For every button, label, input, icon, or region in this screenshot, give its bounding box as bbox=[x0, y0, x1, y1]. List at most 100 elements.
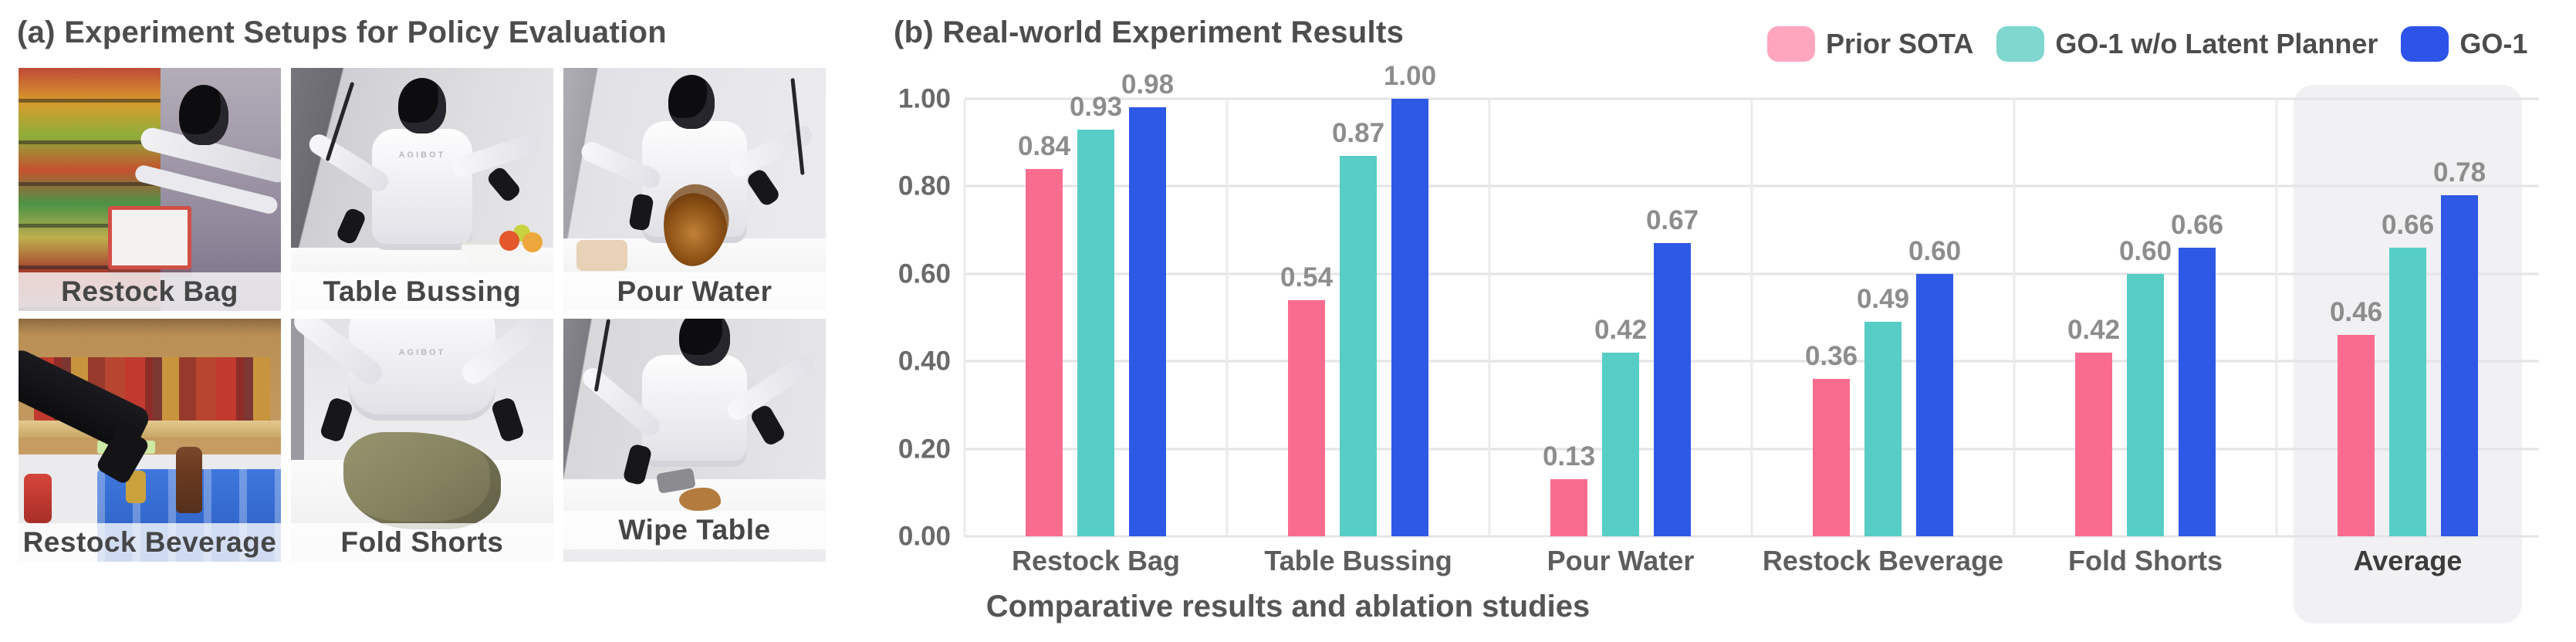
bar-go-1-w-o-latent-planner: 0.66 bbox=[2382, 211, 2434, 536]
bar-go-1-w-o-latent-planner: 0.60 bbox=[2119, 238, 2172, 536]
photo-label: Pour Water bbox=[617, 275, 772, 307]
chart-legend: Prior SOTA GO-1 w/o Latent Planner GO-1 bbox=[1767, 26, 2527, 62]
y-tick-label: 0.20 bbox=[898, 434, 951, 465]
robot-head bbox=[678, 319, 730, 367]
bar-value-label: 0.60 bbox=[1908, 235, 1962, 266]
bar-value-label: 0.54 bbox=[1280, 262, 1334, 292]
photo-label: Fold Shorts bbox=[340, 526, 504, 558]
bar-go-1: 1.00 bbox=[1384, 63, 1436, 536]
legend-item-go1: GO-1 bbox=[2401, 26, 2527, 62]
bar-cluster: 0.84 0.93 0.98 bbox=[1018, 71, 1174, 536]
bar-cluster: 0.36 0.49 0.60 bbox=[1805, 99, 1961, 536]
photo-label: Table Bussing bbox=[323, 275, 522, 307]
bar-group: 0.13 0.42 0.67 bbox=[1489, 99, 1752, 536]
robot-head bbox=[179, 85, 228, 146]
robot-brand-text: AGIBOT bbox=[398, 150, 446, 160]
snack-shelf bbox=[19, 68, 161, 311]
bar-group: 0.54 0.87 1.00 bbox=[1227, 63, 1489, 536]
legend-label: Prior SOTA bbox=[1826, 28, 1974, 59]
category-separator-line bbox=[1488, 99, 1491, 536]
photo-pour-water: Pour Water bbox=[563, 68, 826, 311]
robot-head bbox=[398, 77, 447, 133]
robot-gripper-right bbox=[749, 403, 787, 448]
bar-value-label: 0.93 bbox=[1069, 91, 1123, 122]
photo-wipe-table: Wipe Table bbox=[563, 319, 826, 562]
y-tick-label: 0.40 bbox=[898, 346, 951, 377]
x-axis-label: Restock Bag bbox=[1011, 545, 1181, 576]
bar-go-1: 0.66 bbox=[2171, 211, 2223, 536]
photo-label-band: Wipe Table bbox=[563, 511, 826, 549]
bar-prior-sota: 0.46 bbox=[2330, 299, 2382, 536]
bar-group: 0.36 0.49 0.60 bbox=[1752, 99, 2014, 536]
photo-restock-bag: Restock Bag bbox=[19, 68, 281, 311]
bar-prior-sota: 0.54 bbox=[1280, 264, 1333, 536]
y-axis: 0.00 0.20 0.40 0.60 0.80 1.00 bbox=[841, 86, 951, 550]
liquid-spill bbox=[678, 488, 721, 511]
bar-cluster: 0.46 0.66 0.78 bbox=[2330, 99, 2486, 536]
legend-item-prior-sota: Prior SOTA bbox=[1767, 26, 1973, 62]
bar-prior-sota: 0.36 bbox=[1805, 343, 1858, 536]
photo-label-band: Restock Bag bbox=[19, 272, 281, 311]
robot-gripper-right bbox=[490, 396, 526, 444]
category-separator-line bbox=[963, 99, 966, 536]
beverage-bottle bbox=[176, 447, 202, 513]
bar-go-1-w-o-latent-planner: 0.49 bbox=[1857, 286, 1909, 536]
legend-swatch-go1 bbox=[2401, 26, 2449, 62]
bar-go-1: 0.60 bbox=[1908, 238, 1961, 536]
photo-label: Restock Bag bbox=[61, 275, 238, 307]
y-tick-label: 0.60 bbox=[898, 258, 951, 289]
category-separator-line bbox=[1750, 99, 1753, 536]
category-separator-line bbox=[2275, 99, 2278, 536]
bar-prior-sota: 0.84 bbox=[1018, 133, 1070, 536]
x-axis-label: Table Bussing bbox=[1264, 545, 1452, 576]
photo-label-band: Fold Shorts bbox=[291, 523, 553, 562]
bar-group: 0.42 0.60 0.66 bbox=[2014, 99, 2277, 536]
bar-cluster: 0.54 0.87 1.00 bbox=[1280, 63, 1436, 536]
y-tick-label: 1.00 bbox=[898, 83, 951, 114]
shelf-board bbox=[19, 421, 281, 438]
robot-gripper-left bbox=[334, 206, 367, 246]
x-axis-label: Pour Water bbox=[1547, 545, 1695, 576]
legend-swatch-prior-sota bbox=[1767, 26, 1815, 62]
x-axis-labels: Restock Bag Table Bussing Pour Water Restoc… bbox=[965, 546, 2539, 576]
bar-prior-sota: 0.42 bbox=[2067, 316, 2120, 536]
fruit bbox=[499, 231, 519, 251]
bar-value-label: 0.42 bbox=[2067, 314, 2121, 345]
robot-head bbox=[668, 75, 715, 130]
legend-label: GO-1 bbox=[2459, 28, 2528, 59]
photo-label-band: Table Bussing bbox=[291, 272, 553, 311]
bar-go-1-w-o-latent-planner: 0.87 bbox=[1332, 120, 1384, 536]
bar-value-label: 1.00 bbox=[1383, 61, 1437, 91]
bar-value-label: 0.60 bbox=[2118, 235, 2172, 266]
bar-value-label: 0.46 bbox=[2329, 297, 2383, 328]
y-tick-label: 0.00 bbox=[898, 521, 951, 552]
bar-value-label: 0.98 bbox=[1121, 69, 1175, 100]
shopping-cart bbox=[107, 206, 192, 270]
robot-torso bbox=[372, 128, 472, 251]
bar-value-label: 0.66 bbox=[2381, 209, 2435, 240]
x-axis-label: Restock Beverage bbox=[1762, 545, 2004, 576]
bar-group: 0.84 0.93 0.98 bbox=[965, 71, 1227, 536]
panel-a-title: (a) Experiment Setups for Policy Evaluat… bbox=[17, 15, 667, 49]
bar-value-label: 0.42 bbox=[1594, 314, 1648, 345]
shorts bbox=[343, 432, 501, 529]
bar-value-label: 0.13 bbox=[1542, 441, 1596, 472]
robot-gripper-right bbox=[485, 164, 523, 204]
bar-value-label: 0.36 bbox=[1804, 340, 1858, 371]
red-can bbox=[23, 473, 52, 523]
category-separator-line bbox=[2013, 99, 2016, 536]
bar-value-label: 0.49 bbox=[1856, 284, 1910, 315]
bar-value-label: 0.66 bbox=[2170, 209, 2224, 240]
panel-b-title: (b) Real-world Experiment Results bbox=[894, 15, 1405, 49]
bar-value-label: 0.67 bbox=[1645, 205, 1699, 236]
photo-table-bussing: AGIBOT Table Bussing bbox=[291, 68, 553, 311]
bar-go-1: 0.98 bbox=[1121, 71, 1174, 536]
plot-area: 0.84 0.93 0.98 0.54 0.87 1.00 0.13 0.42 0.67 0.36… bbox=[963, 63, 2539, 538]
sponge bbox=[576, 240, 627, 271]
bar-groups: 0.84 0.93 0.98 0.54 0.87 1.00 0.13 0.42 0.67 0.36… bbox=[965, 63, 2539, 536]
bar-go-1-w-o-latent-planner: 0.93 bbox=[1070, 93, 1122, 536]
bar-value-label: 0.78 bbox=[2432, 157, 2486, 188]
bar-group: 0.46 0.66 0.78 bbox=[2277, 99, 2539, 536]
photo-label: Restock Beverage bbox=[22, 526, 277, 558]
